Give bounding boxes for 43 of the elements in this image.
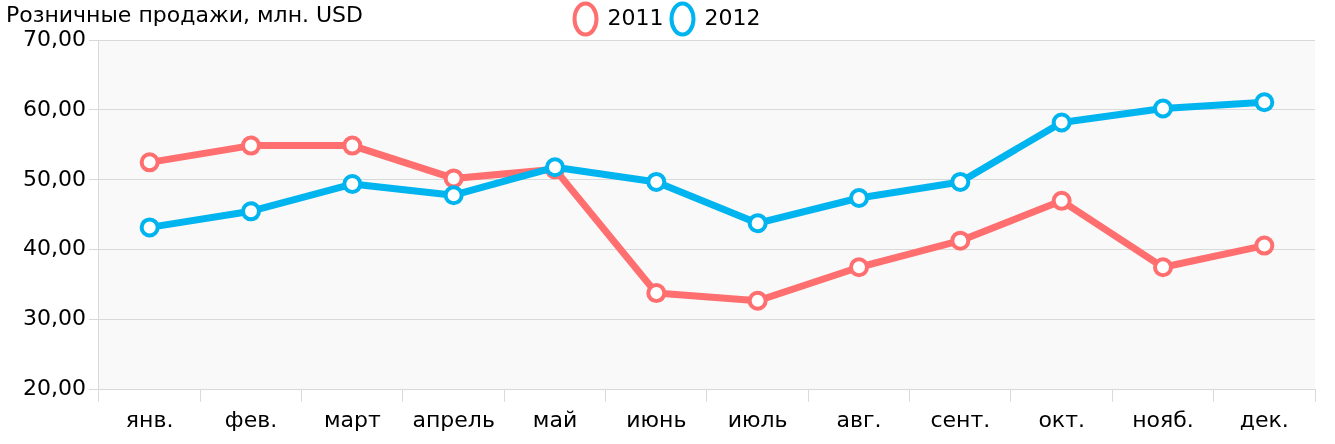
point [1254, 92, 1275, 113]
x-tick-label: март [323, 406, 381, 432]
point [342, 135, 363, 156]
point [1254, 235, 1275, 256]
legend-label: 2011 [607, 4, 664, 30]
y-tick-label: 30,00 [23, 305, 86, 331]
y-tick-label: 40,00 [23, 235, 86, 261]
point [443, 168, 464, 189]
point [950, 230, 971, 251]
x-tick-label: янв. [125, 406, 174, 432]
point [342, 174, 363, 195]
y-tick-label: 70,00 [23, 25, 86, 51]
point [747, 213, 768, 234]
x-tick-label: сент. [930, 406, 991, 432]
x-tick-label: авг. [836, 406, 882, 432]
y-tick-label: 20,00 [23, 375, 86, 401]
point [646, 171, 667, 192]
point [747, 290, 768, 311]
x-tick-label: июнь [626, 406, 687, 432]
x-tick-label: окт. [1038, 406, 1085, 432]
y-tick-label: 50,00 [23, 165, 86, 191]
point [240, 135, 261, 156]
x-tick-label: май [532, 406, 578, 432]
x-tick-label: июль [727, 406, 788, 432]
point [1153, 257, 1173, 278]
chart-title: Розничные продажи, млн. USD [6, 2, 364, 27]
x-tick-label: апрель [412, 406, 495, 432]
point [1051, 190, 1072, 211]
x-tick-label: дек. [1239, 406, 1289, 432]
point [646, 283, 667, 304]
point [443, 185, 464, 206]
point [848, 257, 869, 278]
point [1051, 112, 1072, 133]
x-tick-label: фев. [224, 406, 278, 432]
x-tick-label: нояб. [1132, 406, 1194, 432]
point [950, 171, 971, 192]
point [139, 217, 160, 238]
legend-label: 2012 [704, 4, 761, 30]
y-tick-label: 60,00 [23, 95, 86, 121]
point [240, 201, 261, 222]
point [848, 188, 869, 209]
point [1153, 98, 1173, 119]
point [139, 152, 160, 173]
